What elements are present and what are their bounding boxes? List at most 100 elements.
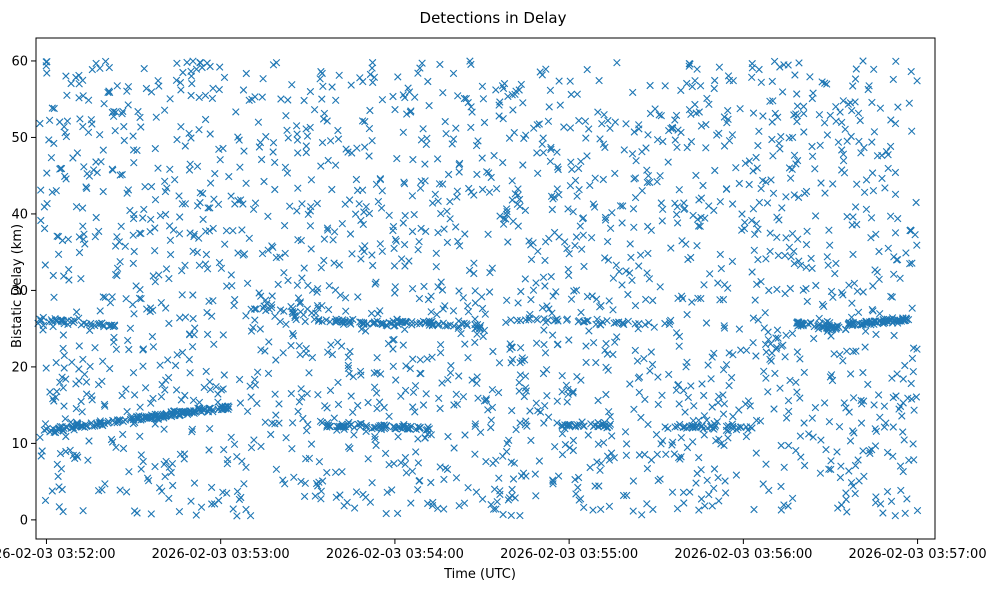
data-point — [427, 478, 435, 487]
data-point — [478, 82, 487, 90]
data-point — [868, 446, 876, 454]
data-point — [515, 387, 523, 395]
data-point — [788, 165, 796, 173]
data-point — [378, 96, 387, 104]
data-point — [332, 493, 340, 501]
data-point — [129, 369, 138, 377]
data-point — [331, 318, 339, 326]
data-point — [189, 57, 197, 65]
data-point — [856, 116, 864, 125]
data-point — [404, 84, 412, 92]
x-axis-label: Time (UTC) — [443, 567, 516, 582]
data-point — [599, 439, 608, 447]
data-point — [254, 118, 263, 126]
data-point — [547, 145, 555, 154]
data-point — [702, 120, 710, 129]
data-point — [629, 88, 637, 97]
data-point — [478, 154, 486, 162]
data-point — [619, 202, 627, 210]
data-point — [526, 407, 534, 415]
data-point — [277, 95, 285, 103]
data-point — [260, 302, 268, 310]
data-point — [814, 322, 822, 330]
data-point — [195, 126, 203, 134]
data-point — [176, 78, 185, 87]
data-point — [377, 421, 386, 430]
data-point — [569, 446, 577, 455]
data-point — [151, 224, 159, 232]
data-point — [793, 112, 802, 120]
data-point — [839, 97, 847, 105]
data-point — [389, 336, 397, 344]
data-point — [496, 212, 504, 220]
data-point — [635, 388, 643, 397]
data-point — [656, 283, 664, 291]
data-point — [778, 204, 786, 212]
data-point — [204, 204, 212, 212]
data-point — [424, 77, 432, 86]
data-point — [793, 319, 801, 327]
data-point — [393, 315, 401, 323]
data-point — [620, 146, 628, 154]
data-point — [803, 227, 811, 235]
data-point — [305, 369, 313, 377]
data-point — [829, 180, 837, 188]
data-point — [665, 126, 673, 135]
data-point — [206, 130, 214, 138]
data-point — [869, 282, 877, 290]
data-point — [761, 309, 769, 317]
data-point — [210, 340, 218, 348]
data-point — [785, 134, 793, 142]
data-point — [827, 287, 836, 296]
data-point — [330, 414, 338, 422]
data-point — [802, 240, 811, 249]
data-point — [288, 308, 296, 316]
data-point — [433, 310, 441, 319]
data-point — [478, 185, 487, 194]
data-point — [650, 323, 658, 331]
data-point — [374, 310, 382, 318]
data-point — [454, 92, 462, 100]
data-point — [435, 320, 443, 328]
data-point — [891, 229, 900, 237]
data-point — [284, 276, 292, 285]
data-point — [122, 295, 130, 303]
data-point — [307, 203, 315, 211]
data-point — [859, 447, 867, 455]
data-point — [772, 345, 780, 353]
data-point — [892, 256, 901, 264]
data-point — [113, 82, 121, 90]
data-point — [635, 319, 643, 328]
data-point — [653, 136, 662, 144]
data-point — [825, 418, 834, 426]
data-point — [539, 273, 548, 281]
data-point — [62, 447, 70, 456]
data-point — [515, 86, 523, 94]
data-point — [176, 213, 184, 221]
data-point — [695, 196, 703, 204]
data-point — [281, 480, 289, 488]
data-point — [555, 77, 563, 85]
data-point — [283, 126, 291, 134]
data-point — [302, 455, 310, 463]
data-point — [591, 421, 599, 429]
data-point — [220, 371, 228, 379]
data-point — [187, 497, 195, 505]
data-point — [401, 317, 410, 326]
data-point — [673, 505, 682, 513]
data-point — [135, 229, 144, 237]
data-point — [293, 130, 301, 138]
data-point — [629, 205, 638, 213]
data-point — [722, 361, 731, 369]
data-point — [48, 487, 56, 495]
data-point — [324, 226, 332, 234]
data-point — [106, 364, 114, 373]
data-point — [383, 488, 391, 496]
data-point — [54, 472, 62, 481]
data-point — [766, 229, 774, 237]
data-point — [351, 210, 360, 218]
data-point — [564, 265, 572, 274]
data-point — [511, 494, 519, 502]
data-point — [425, 101, 433, 110]
data-point — [176, 411, 184, 420]
